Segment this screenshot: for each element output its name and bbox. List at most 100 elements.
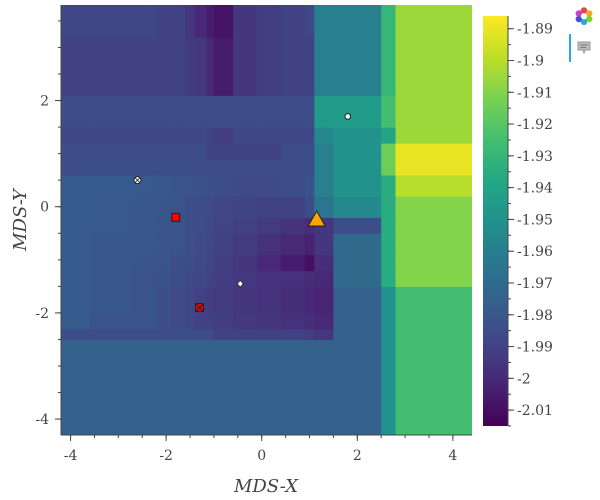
heatmap-cell	[280, 312, 306, 330]
heatmap-cell	[213, 127, 234, 144]
heatmap-cell	[314, 36, 335, 96]
heatmap-cell	[233, 339, 258, 435]
heatmap-cell	[280, 270, 306, 287]
hover-tooltip-icon[interactable]	[569, 34, 596, 62]
heatmap-cell	[170, 174, 186, 197]
heatmap-cell	[156, 36, 172, 96]
marker-triangle	[307, 209, 327, 227]
heatmap-cell	[395, 328, 472, 341]
y-tick-label: -4	[35, 412, 49, 428]
heatmap-cell	[280, 217, 306, 234]
bokeh-logo-icon[interactable]	[572, 4, 596, 28]
heatmap-cell	[333, 217, 382, 234]
heatmap-cell	[89, 270, 134, 287]
heatmap-cell	[213, 143, 234, 160]
heatmap-cell	[233, 127, 258, 144]
heatmap-cell	[314, 270, 335, 287]
heatmap-cell	[89, 174, 134, 197]
heatmap-cell	[304, 328, 315, 341]
heatmap-cell	[333, 286, 382, 298]
heatmap-cell	[206, 143, 215, 160]
heatmap-cell	[61, 127, 91, 144]
y-axis-label: MDS-Y	[10, 187, 31, 252]
heatmap-cell	[61, 158, 91, 176]
heatmap-cell	[233, 95, 258, 128]
heatmap-cell	[233, 174, 258, 197]
heatmap-cell	[381, 286, 397, 298]
heatmap-cell	[89, 296, 134, 314]
heatmap-cell	[304, 233, 315, 256]
heatmap-cell	[381, 95, 397, 128]
heatmap-cell	[256, 233, 282, 256]
heatmap-cell	[89, 95, 134, 128]
heatmap-cell	[156, 233, 172, 256]
heatmap-cell	[185, 174, 196, 197]
heatmap-cell	[156, 95, 172, 128]
heatmap-cell	[256, 270, 282, 287]
heatmap-cell	[89, 36, 134, 96]
heatmap-cell	[170, 196, 186, 218]
heatmap-cell	[170, 36, 186, 96]
colorbar-tick-label: -1.91	[517, 85, 553, 101]
heatmap-cell	[89, 196, 134, 218]
heatmap-cell	[206, 5, 215, 38]
heatmap-cell	[381, 127, 397, 144]
heatmap-cell	[185, 286, 196, 298]
heatmap-cell	[194, 312, 208, 330]
heatmap-cell	[256, 36, 282, 96]
heatmap-cell	[381, 174, 397, 197]
heatmap-cell	[395, 36, 472, 96]
heatmap-cell	[213, 95, 234, 128]
heatmap-cell	[213, 296, 234, 314]
heatmap-cell	[213, 5, 234, 38]
heatmap-cell	[233, 158, 258, 176]
heatmap-cell	[61, 254, 91, 272]
heatmap-cell	[333, 254, 382, 272]
heatmap-cell	[194, 158, 208, 176]
heatmap-cell	[381, 233, 397, 256]
heatmap-cell	[256, 328, 282, 341]
heatmap-cell	[170, 158, 186, 176]
colorbar-tick-label: -1.96	[517, 244, 553, 260]
heatmap-cell	[381, 328, 397, 341]
heatmap-cell	[89, 339, 134, 435]
heatmap-cell	[61, 286, 91, 298]
heatmap-cell	[132, 95, 158, 128]
heatmap-cell	[256, 217, 282, 234]
heatmap-cell	[280, 233, 306, 256]
heatmap-cell	[213, 233, 234, 256]
y-tick-label: 0	[40, 200, 49, 216]
heatmap-cell	[185, 233, 196, 256]
heatmap-cell	[206, 233, 215, 256]
heatmap-cell	[381, 339, 397, 435]
heatmap-cell	[206, 158, 215, 176]
heatmap-cell	[156, 143, 172, 160]
heatmap-cell	[206, 339, 215, 435]
heatmap-cell	[280, 286, 306, 298]
heatmap-cell	[333, 233, 382, 256]
heatmap-cell	[61, 143, 91, 160]
heatmap-cell	[233, 143, 258, 160]
heatmap-cell	[206, 328, 215, 341]
heatmap-cell	[256, 296, 282, 314]
heatmap-cell	[213, 328, 234, 341]
heatmap-cell	[280, 328, 306, 341]
heatmap-cell	[213, 254, 234, 272]
colorbar-tick-label: -1.9	[517, 53, 544, 69]
heatmap-cell	[185, 143, 196, 160]
heatmap-cell	[333, 95, 382, 128]
heatmap-cell	[156, 254, 172, 272]
heatmap-cell	[61, 95, 91, 128]
heatmap-cell	[156, 158, 172, 176]
heatmap-cell	[132, 312, 158, 330]
heatmap-cell	[170, 312, 186, 330]
heatmap-cell	[132, 286, 158, 298]
x-tick-label: -4	[64, 448, 78, 464]
heatmap-cell	[170, 328, 186, 341]
heatmap-cell	[194, 95, 208, 128]
marker-square_x	[195, 303, 205, 313]
heatmap-cell	[333, 312, 382, 330]
heatmap-cell	[304, 270, 315, 287]
heatmap-cell	[333, 328, 382, 341]
